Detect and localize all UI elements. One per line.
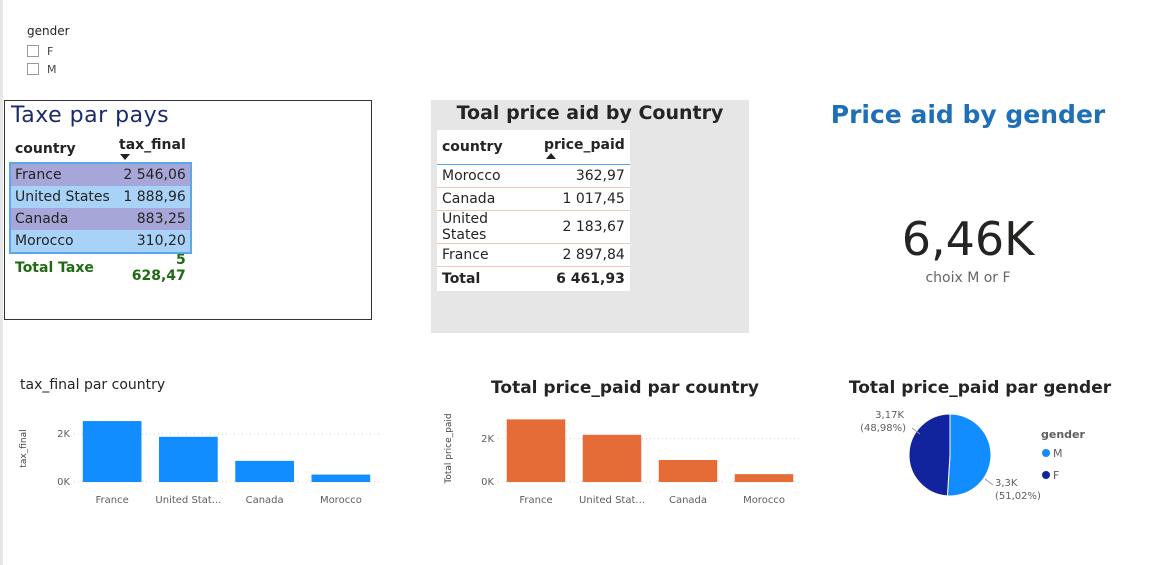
table-row[interactable]: Canada 1 017,45 xyxy=(437,187,630,211)
slicer-option-m[interactable]: M xyxy=(27,60,70,78)
cell-country: Morocco xyxy=(437,164,539,188)
cell-country: Canada xyxy=(11,208,115,230)
bar[interactable] xyxy=(311,474,371,482)
table-row[interactable]: Morocco 310,20 xyxy=(11,230,190,252)
tax-bar-chart: tax_final 0K 2K France United Stat... Canada M… xyxy=(19,421,379,506)
checkbox-m[interactable] xyxy=(27,63,39,75)
slicer-title: gender xyxy=(27,24,70,38)
kpi-subtitle: choix M or F xyxy=(925,270,1011,286)
bar[interactable] xyxy=(506,419,566,482)
bar[interactable] xyxy=(235,460,294,482)
cell-value: 2 183,67 xyxy=(539,210,630,244)
cell-value: 310,20 xyxy=(115,230,190,252)
column-header-label: price_paid xyxy=(544,137,625,153)
kpi-title: Price aid by gender xyxy=(830,100,1106,129)
data-label: (48,98%) xyxy=(860,423,906,434)
chart-title-gender: Total price_paid par gender xyxy=(848,378,1112,398)
checkbox-f[interactable] xyxy=(27,45,39,57)
table-row[interactable]: United States 1 888,96 xyxy=(11,186,190,208)
table-total-row: Total Taxe 5 628,47 xyxy=(11,252,190,284)
total-label: Total xyxy=(437,266,539,291)
bar[interactable] xyxy=(159,436,218,482)
column-header-label: tax_final xyxy=(119,137,186,153)
tax-table: country tax_final France 2 546,06 United… xyxy=(9,137,192,284)
gender-pie-chart: 3,3K (51,02%) 3,17K (48,98%) gender MF xyxy=(860,410,1086,502)
cell-country: France xyxy=(437,243,539,267)
column-header-country[interactable]: country xyxy=(437,130,539,165)
cell-value: 1 017,45 xyxy=(539,187,630,211)
x-tick-label: France xyxy=(519,495,552,506)
y-tick-label: 2K xyxy=(57,429,70,440)
column-header-price-paid[interactable]: price_paid xyxy=(539,130,630,165)
legend-label[interactable]: F xyxy=(1053,469,1059,482)
price-table: country price_paid Morocco 362,97 Canada… xyxy=(437,130,630,291)
pie-slice[interactable] xyxy=(908,413,951,497)
bar[interactable] xyxy=(734,474,794,482)
leader-line xyxy=(984,478,994,486)
column-header-country[interactable]: country xyxy=(15,140,76,157)
slicer-option-f[interactable]: F xyxy=(27,42,70,60)
total-label: Total Taxe xyxy=(11,252,115,284)
price-bar-chart: Total price_paid 0K 2K France United Stat...… xyxy=(444,413,802,506)
x-tick-label: Canada xyxy=(246,495,284,506)
table-row[interactable]: France 2 546,06 xyxy=(11,164,190,186)
total-value: 6 461,93 xyxy=(539,266,630,291)
cell-country: Morocco xyxy=(11,230,115,252)
cell-value: 2 897,84 xyxy=(539,243,630,267)
kpi-value: 6,46K xyxy=(901,212,1035,266)
total-value: 5 628,47 xyxy=(115,252,190,284)
y-tick-label: 0K xyxy=(57,477,70,488)
cell-value: 362,97 xyxy=(539,164,630,188)
cell-country: United States xyxy=(11,186,115,208)
sort-descending-icon xyxy=(120,154,130,160)
cell-country: Canada xyxy=(437,187,539,211)
legend-label[interactable]: M xyxy=(1053,447,1063,460)
price-table-card: Toal price aid by Country country price_… xyxy=(431,100,749,333)
x-tick-label: France xyxy=(95,495,128,506)
cell-value: 2 546,06 xyxy=(115,164,190,186)
x-tick-label: United Stat... xyxy=(579,495,645,506)
data-label: 3,17K xyxy=(875,410,904,421)
y-tick-label: 0K xyxy=(481,477,494,488)
table-row[interactable]: Canada 883,25 xyxy=(11,208,190,230)
price-table-title: Toal price aid by Country xyxy=(456,102,724,124)
cell-value: 883,25 xyxy=(115,208,190,230)
legend-marker[interactable] xyxy=(1042,449,1050,457)
data-label: (51,02%) xyxy=(995,491,1041,502)
data-label: 3,3K xyxy=(995,478,1018,489)
tax-table-card: Taxe par pays country tax_final France 2… xyxy=(4,100,372,320)
table-row[interactable]: United States 2 183,67 xyxy=(437,210,630,244)
cell-country: France xyxy=(11,164,115,186)
x-tick-label: United Stat... xyxy=(155,495,221,506)
table-row[interactable]: Morocco 362,97 xyxy=(437,164,630,188)
column-header-tax-final[interactable]: tax_final xyxy=(115,137,190,160)
gender-slicer: gender F M xyxy=(27,24,70,78)
bar[interactable] xyxy=(658,460,718,482)
y-axis-title: tax_final xyxy=(19,429,29,467)
x-tick-label: Canada xyxy=(669,495,707,506)
y-tick-label: 2K xyxy=(481,434,494,445)
legend-marker[interactable] xyxy=(1042,471,1050,479)
bar[interactable] xyxy=(582,434,642,482)
cell-country: United States xyxy=(437,210,539,244)
y-axis-title: Total price_paid xyxy=(444,413,454,484)
chart-title-price: Total price_paid par country xyxy=(491,378,759,398)
x-tick-label: Morocco xyxy=(320,495,362,506)
bar[interactable] xyxy=(82,421,142,482)
page-edge xyxy=(0,0,3,565)
sort-ascending-icon xyxy=(546,153,556,159)
leader-line xyxy=(911,427,921,435)
table-total-row: Total 6 461,93 xyxy=(437,266,630,291)
legend-title: gender xyxy=(1041,428,1086,441)
pie-slice[interactable] xyxy=(946,413,992,497)
cell-value: 1 888,96 xyxy=(115,186,190,208)
tax-table-title: Taxe par pays xyxy=(11,103,170,128)
x-tick-label: Morocco xyxy=(743,495,785,506)
table-row[interactable]: France 2 897,84 xyxy=(437,243,630,267)
slicer-option-label: M xyxy=(47,62,57,76)
slicer-option-label: F xyxy=(47,44,54,58)
chart-title-tax: tax_final par country xyxy=(20,377,166,393)
